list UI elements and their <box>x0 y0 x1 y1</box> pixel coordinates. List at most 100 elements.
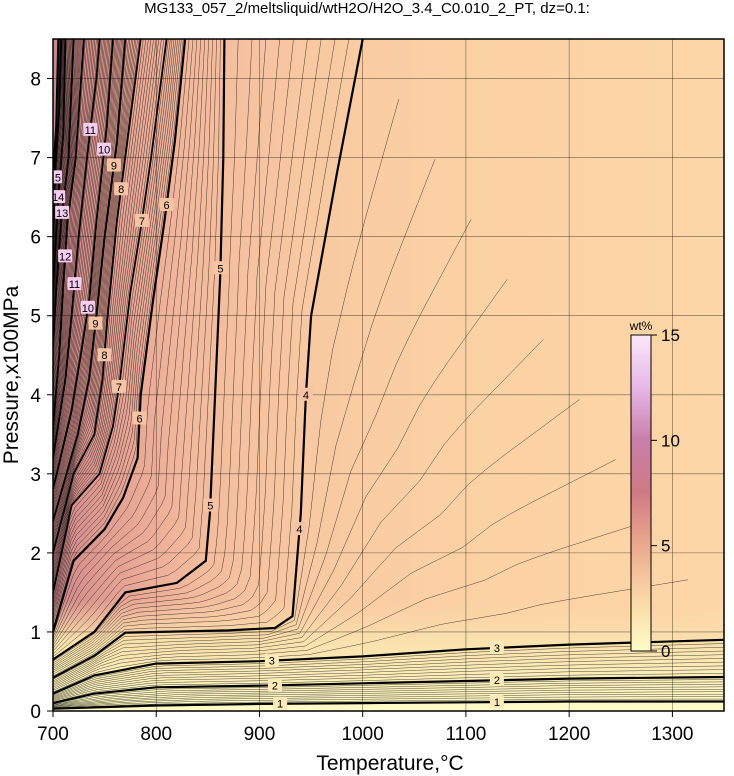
contour-label-box <box>80 300 95 314</box>
colorbar-tick-label: 15 <box>661 326 680 345</box>
x-tick-label: 1200 <box>548 724 590 745</box>
fine-contour <box>53 339 544 686</box>
fine-contour <box>53 39 104 468</box>
contour-label-box <box>489 640 504 654</box>
contour-line-4 <box>53 39 364 679</box>
fine-contour <box>53 39 82 403</box>
fine-contour <box>53 39 80 387</box>
fine-contour <box>53 39 64 265</box>
contour-label-box <box>489 695 504 709</box>
fine-contour <box>53 39 138 547</box>
fine-contour <box>53 399 580 688</box>
contour-label: 1 <box>277 699 283 711</box>
colorbar-tick-label: 0 <box>661 642 670 661</box>
fine-contour <box>53 679 724 704</box>
contour-label-box <box>88 316 103 330</box>
fine-contour <box>53 698 724 709</box>
fine-contour <box>53 39 194 638</box>
fine-contour <box>53 39 125 519</box>
fine-contour <box>53 39 350 677</box>
y-tick-label: 1 <box>30 623 41 644</box>
contour-label-box <box>292 522 307 536</box>
x-tick-label: 700 <box>37 724 69 745</box>
fine-contour <box>53 39 239 662</box>
fine-contour <box>53 39 209 649</box>
contour-label: 7 <box>116 382 122 394</box>
fine-contour <box>53 39 213 652</box>
fine-contour <box>53 654 724 698</box>
plot-frame <box>52 38 725 712</box>
fine-contour <box>53 39 267 666</box>
fine-contour <box>53 39 308 671</box>
fine-contour <box>53 519 652 691</box>
fine-contour <box>53 691 724 707</box>
fine-contour <box>53 696 724 708</box>
contour-label-box <box>58 249 73 263</box>
fine-contour <box>53 39 182 625</box>
contour-line-9 <box>53 39 127 522</box>
colorbar-ramp <box>630 334 652 652</box>
y-tick-label: 5 <box>30 307 41 328</box>
fine-contour <box>53 39 69 309</box>
y-tick-label: 6 <box>30 228 41 249</box>
contour-label-box <box>203 498 218 512</box>
fine-contour <box>53 39 96 449</box>
fine-contour <box>53 39 144 557</box>
fine-contour <box>53 647 724 696</box>
fine-contour <box>53 39 91 440</box>
contour-line-16 <box>53 39 60 174</box>
fine-contour <box>53 39 76 364</box>
fine-contour <box>53 39 169 597</box>
fine-contour <box>53 39 171 601</box>
x-tick-label: 1100 <box>445 724 486 745</box>
fine-contour <box>53 39 336 675</box>
contour-label: 6 <box>163 200 169 212</box>
contour-line-10 <box>53 39 114 490</box>
fine-contour <box>53 39 89 436</box>
y-tick-label: 7 <box>30 149 41 170</box>
fine-contour <box>53 39 173 605</box>
fine-contour <box>53 39 112 487</box>
contour-label: 5 <box>207 500 213 512</box>
contour-label: 2 <box>494 675 500 687</box>
fine-contour <box>53 39 178 617</box>
fine-contour <box>53 669 724 702</box>
x-tick-label: 900 <box>244 724 276 745</box>
x-tick-label: 1000 <box>342 724 384 745</box>
contour-label: 6 <box>137 413 143 425</box>
fine-contour <box>53 658 724 699</box>
fine-contour <box>53 219 472 683</box>
x-tick-label: 1300 <box>651 724 693 745</box>
fine-contour <box>53 39 79 380</box>
contour-label: 9 <box>111 160 117 172</box>
fine-contour <box>53 39 154 573</box>
contour-line-15 <box>53 39 63 237</box>
x-tick-label: 800 <box>140 724 172 745</box>
contour-line-1 <box>53 700 724 710</box>
fine-contour <box>53 39 221 657</box>
fine-contour <box>53 39 111 484</box>
colorbar-unit: wt% <box>629 319 653 333</box>
fine-contour <box>53 459 616 690</box>
contour-label: 15 <box>49 172 61 184</box>
contour-label: 5 <box>217 263 223 275</box>
y-tick-label: 2 <box>30 544 41 565</box>
contour-label: 4 <box>296 524 302 536</box>
colorbar: wt% 0 5 10 15 <box>629 319 680 661</box>
contour-label: 4 <box>303 390 309 402</box>
fine-contour <box>53 686 724 706</box>
fine-contour <box>53 39 102 462</box>
fine-contour <box>53 39 165 589</box>
contour-label: 11 <box>69 279 80 291</box>
contour-label: 3 <box>494 643 500 655</box>
fine-contour <box>53 39 83 411</box>
contour-label-box <box>159 198 174 212</box>
contour-label: 3 <box>269 656 275 668</box>
contour-label-box <box>132 411 147 425</box>
fine-contour <box>53 39 280 668</box>
fine-contour <box>53 39 77 372</box>
contour-label: 11 <box>85 125 96 137</box>
contour-label-box <box>114 182 129 196</box>
fine-contour <box>53 39 160 581</box>
